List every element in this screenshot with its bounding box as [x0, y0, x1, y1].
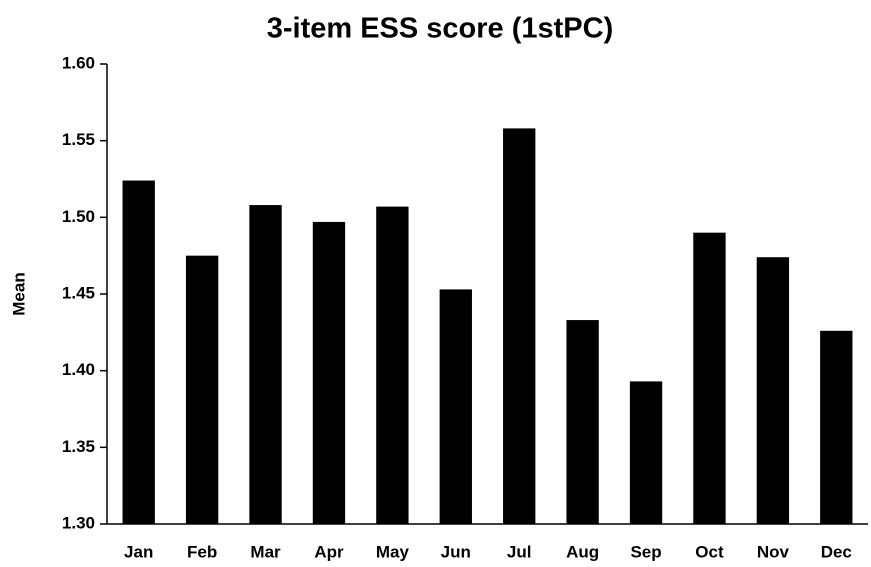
bar — [629, 381, 663, 524]
bar — [693, 232, 726, 524]
bar — [756, 257, 790, 524]
bar — [439, 289, 472, 524]
y-tick-label: 1.35 — [62, 437, 95, 456]
x-tick-label: Aug — [566, 542, 599, 561]
chart-title: 3-item ESS score (1stPC) — [267, 13, 614, 45]
x-tick-label: Jan — [124, 542, 153, 561]
bar — [376, 206, 409, 524]
x-tick-label: Feb — [187, 542, 217, 561]
bar — [122, 180, 155, 525]
y-tick-label: 1.40 — [62, 360, 95, 379]
bar — [566, 320, 599, 524]
bar — [503, 128, 536, 524]
x-tick-label: Oct — [695, 542, 724, 561]
x-tick-label: Sep — [630, 542, 661, 561]
y-axis-label: Mean — [9, 272, 28, 315]
bar — [820, 330, 853, 524]
bar — [185, 255, 219, 524]
bar — [312, 221, 346, 524]
x-tick-label: Jul — [507, 542, 532, 561]
x-tick-label: Jun — [441, 542, 471, 561]
bar — [249, 205, 282, 525]
x-tick-label: Nov — [757, 542, 790, 561]
y-tick-label: 1.30 — [62, 513, 95, 532]
y-tick-label: 1.50 — [62, 207, 95, 226]
y-tick-label: 1.55 — [62, 130, 95, 149]
y-tick-label: 1.60 — [62, 53, 95, 72]
y-tick-label: 1.45 — [62, 283, 95, 302]
x-tick-label: Mar — [250, 542, 281, 561]
x-tick-label: Dec — [821, 542, 852, 561]
x-tick-label: Apr — [314, 542, 344, 561]
x-tick-label: May — [376, 542, 410, 561]
